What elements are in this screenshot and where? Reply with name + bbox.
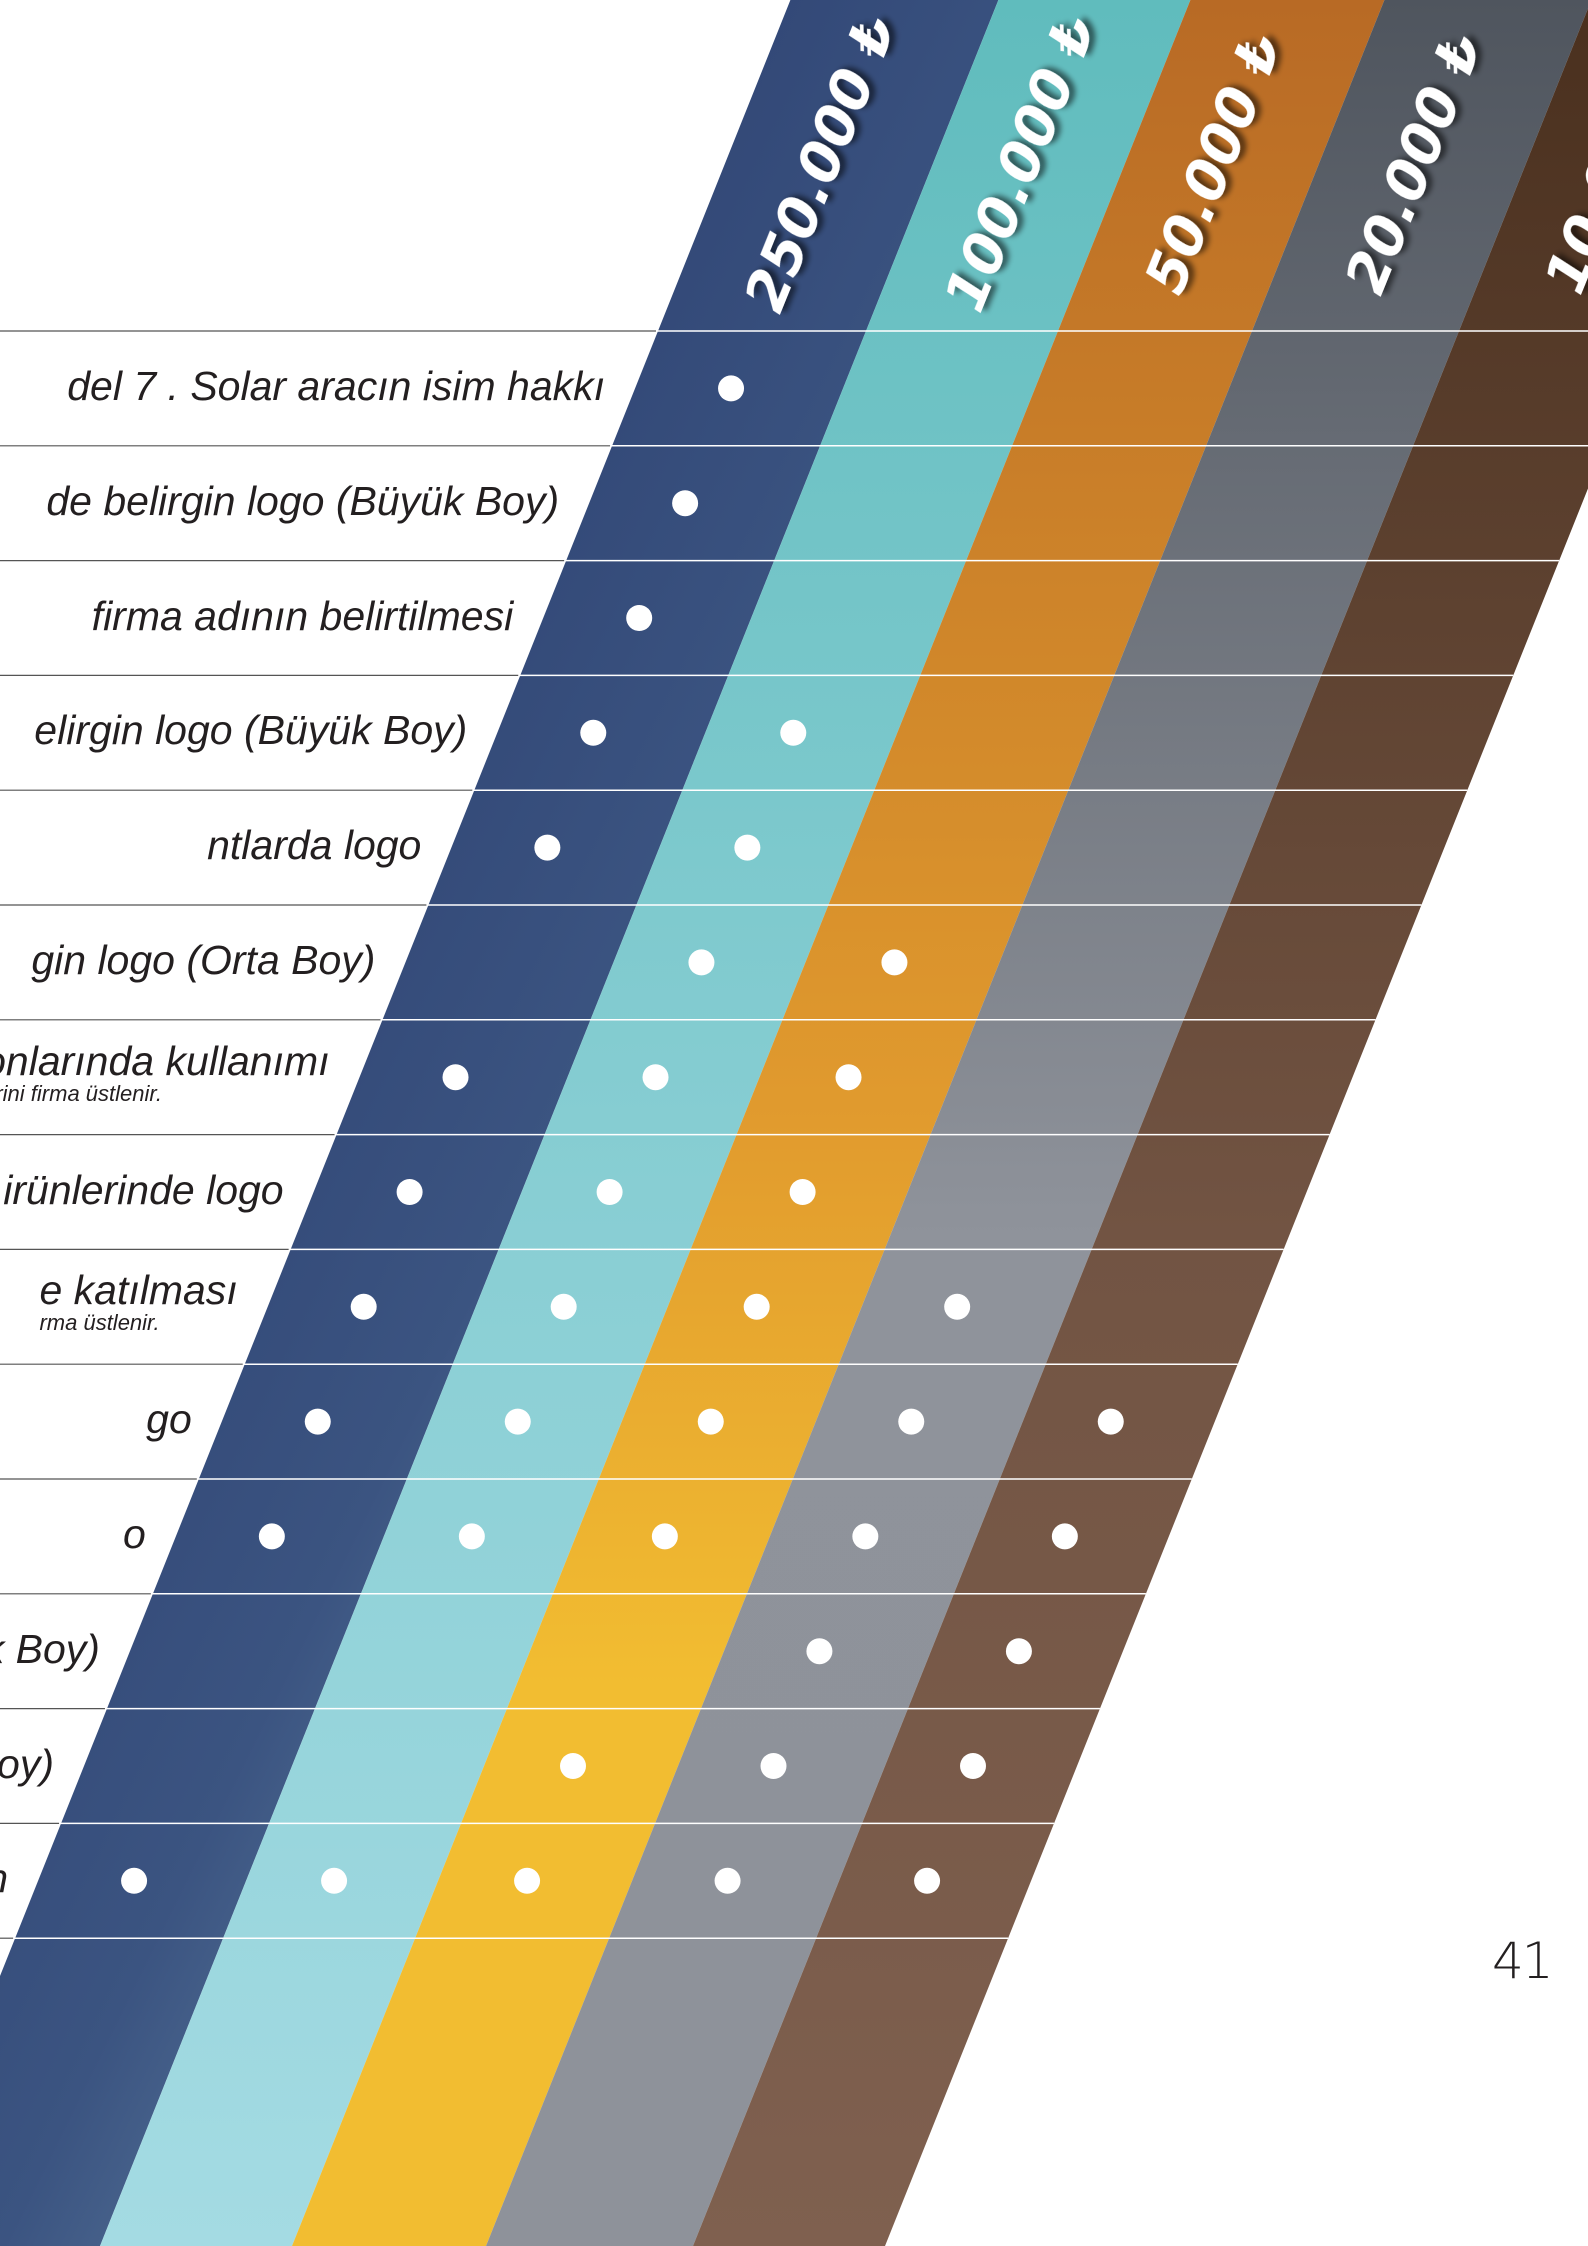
row-label-text: irünlerinde logo bbox=[3, 1166, 284, 1213]
row-label-note: erini firma üstlenir. bbox=[0, 1080, 163, 1106]
included-dot bbox=[835, 1064, 862, 1091]
included-dot bbox=[258, 1523, 285, 1550]
included-dot bbox=[944, 1293, 971, 1320]
included-dot bbox=[688, 949, 715, 976]
included-dot bbox=[121, 1867, 148, 1894]
included-dot bbox=[852, 1523, 879, 1550]
tier-band-3 bbox=[292, 0, 1385, 2246]
row-label: elirgin logo (Büyük Boy) bbox=[34, 707, 467, 753]
tier-band-2 bbox=[100, 0, 1191, 2246]
included-dot bbox=[743, 1293, 770, 1320]
included-dot bbox=[626, 605, 653, 631]
row-label-text: ntlarda logo bbox=[207, 822, 422, 869]
tier-band-5 bbox=[693, 8, 1588, 2246]
row-label-text: gin logo (Orta Boy) bbox=[31, 937, 376, 983]
included-dot bbox=[442, 1064, 469, 1091]
tier-band-4 bbox=[486, 0, 1588, 2246]
included-dot bbox=[898, 1408, 925, 1435]
row-label: r Boy) bbox=[0, 1741, 54, 1787]
included-dot bbox=[806, 1638, 833, 1665]
page-number: 41 bbox=[1492, 1932, 1554, 1990]
row-label-text: ük Boy) bbox=[0, 1625, 100, 1672]
row-label-text: onlarında kullanımı bbox=[0, 1037, 330, 1084]
included-dot bbox=[560, 1753, 586, 1779]
included-dot bbox=[458, 1523, 485, 1550]
row-label: e katılması rma üstlenir. bbox=[39, 1267, 237, 1335]
row-label: go bbox=[146, 1396, 192, 1442]
row-label-text: o bbox=[123, 1511, 146, 1557]
included-dot bbox=[580, 719, 607, 746]
row-label-text: go bbox=[146, 1396, 192, 1443]
included-dot bbox=[304, 1408, 331, 1435]
row-label-text: firma adının belirtilmesi bbox=[91, 592, 514, 639]
included-dot bbox=[596, 1179, 623, 1205]
included-dot bbox=[514, 1867, 541, 1894]
row-label-text: e katılması bbox=[39, 1267, 238, 1314]
included-dot bbox=[504, 1408, 531, 1435]
row-label-text: elirgin logo (Büyük Boy) bbox=[34, 707, 468, 754]
included-dot bbox=[780, 719, 807, 746]
included-dot bbox=[697, 1408, 724, 1435]
row-label-text: m bbox=[0, 1855, 8, 1901]
included-dot bbox=[1097, 1408, 1124, 1435]
included-dot bbox=[321, 1867, 348, 1894]
included-dot bbox=[960, 1753, 986, 1779]
included-dot bbox=[760, 1753, 787, 1779]
row-label: firma adının belirtilmesi bbox=[92, 593, 514, 639]
included-dot bbox=[350, 1293, 377, 1320]
row-label-note: rma üstlenir. bbox=[39, 1310, 160, 1336]
included-dot bbox=[396, 1179, 423, 1205]
included-dot bbox=[1005, 1638, 1032, 1665]
included-dot bbox=[642, 1064, 669, 1091]
included-dot bbox=[734, 834, 761, 861]
row-label-text: r Boy) bbox=[0, 1740, 54, 1787]
row-label: irünlerinde logo bbox=[3, 1167, 283, 1213]
included-dot bbox=[672, 490, 699, 517]
row-label-text: del 7 . Solar aracın isim hakkı bbox=[67, 363, 606, 409]
row-label: gin logo (Orta Boy) bbox=[31, 937, 375, 983]
included-dot bbox=[1051, 1523, 1078, 1550]
included-dot bbox=[718, 375, 745, 402]
included-dot bbox=[789, 1179, 816, 1205]
included-dot bbox=[881, 949, 908, 976]
row-label: del 7 . Solar aracın isim hakkı bbox=[67, 363, 605, 409]
included-dot bbox=[534, 834, 561, 861]
row-label: ük Boy) bbox=[0, 1626, 100, 1672]
row-label: ntlarda logo bbox=[207, 822, 421, 868]
included-dot bbox=[714, 1867, 741, 1894]
row-label: m bbox=[0, 1855, 8, 1901]
row-label-text: de belirgin logo (Büyük Boy) bbox=[46, 477, 560, 524]
row-label: o bbox=[123, 1511, 146, 1557]
included-dot bbox=[651, 1523, 678, 1550]
tier-band-1 bbox=[0, 0, 999, 2246]
row-label: de belirgin logo (Büyük Boy) bbox=[46, 478, 559, 524]
row-label: onlarında kullanımı erini firma üstlenir. bbox=[0, 1038, 330, 1106]
included-dot bbox=[550, 1293, 577, 1320]
included-dot bbox=[914, 1867, 941, 1894]
